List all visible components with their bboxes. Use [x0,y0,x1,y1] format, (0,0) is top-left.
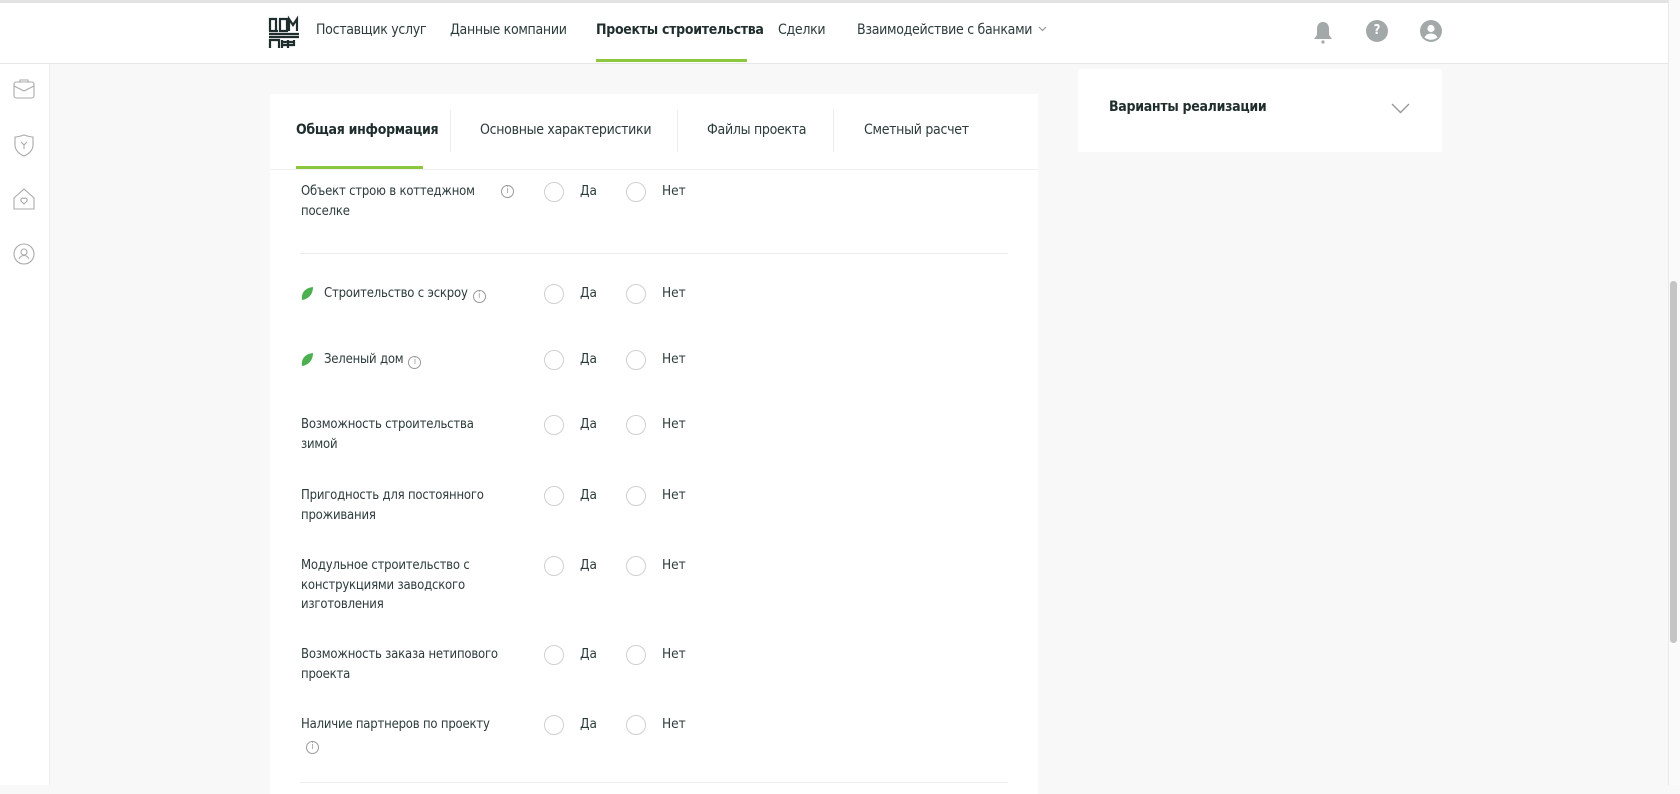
tab-separator [450,110,451,152]
briefcase-icon[interactable] [12,77,36,101]
row-label-text: Строительство с эскроу [324,286,468,301]
radio-no-label[interactable]: Нет [662,416,686,432]
tab-project-files[interactable]: Файлы проекта [707,122,807,138]
nav-bank-interaction-label: Взаимодействие с банками [857,22,1033,38]
radio-no-label[interactable]: Нет [662,557,686,573]
bell-icon[interactable] [1312,20,1334,46]
radio-yes-label[interactable]: Да [580,183,597,199]
radio-no-label[interactable]: Нет [662,716,686,732]
row-label: Возможность строительства зимой [301,415,501,454]
top-header [0,3,1668,64]
tab-main-characteristics[interactable]: Основные характеристики [480,122,652,138]
row-label: Строительство с эскроу i [324,284,524,304]
chevron-down-icon[interactable] [1391,103,1410,114]
row-label: Наличие партнеров по проекту i [301,715,501,754]
left-sidebar [0,64,50,785]
radio-yes-label[interactable]: Да [580,557,597,573]
row-label: Пригодность для постоянного проживания [301,486,501,525]
radio-no[interactable] [626,415,646,435]
radio-no[interactable] [626,284,646,304]
row-label-text: Модульное строительство с конструкциями … [301,558,470,612]
radio-no-label[interactable]: Нет [662,646,686,662]
radio-yes-label[interactable]: Да [580,285,597,301]
help-icon[interactable]: ? [1366,20,1388,42]
row-label: Зеленый дом i [324,350,524,370]
tab-active-indicator [296,166,423,169]
chevron-down-icon [1038,26,1047,32]
radio-no-label[interactable]: Нет [662,487,686,503]
row-label-text: Пригодность для постоянного проживания [301,488,484,523]
row-label-text: Возможность заказа нетипового проекта [301,647,498,682]
row-label: Возможность заказа нетипового проекта [301,645,501,684]
nav-construction-projects[interactable]: Проекты строительства [596,22,764,38]
tabs-divider [270,169,1038,170]
row-label-text: Наличие партнеров по проекту [301,717,490,732]
radio-yes-label[interactable]: Да [580,416,597,432]
implementation-options-title: Варианты реализации [1109,99,1267,115]
radio-yes-label[interactable]: Да [580,351,597,367]
info-icon[interactable]: i [306,740,319,754]
window-top-border [0,0,1680,3]
radio-yes[interactable] [544,415,564,435]
section-divider [300,253,1008,254]
info-icon[interactable]: i [472,290,486,303]
leaf-icon [301,287,313,300]
nav-service-provider[interactable]: Поставщик услуг [316,22,427,38]
radio-yes[interactable] [544,715,564,735]
nav-deals[interactable]: Сделки [778,22,826,38]
shield-emblem-icon[interactable] [12,133,36,157]
profile-circle-icon[interactable] [12,242,36,266]
radio-no[interactable] [626,350,646,370]
radio-yes[interactable] [544,556,564,576]
info-icon[interactable]: i [501,185,514,198]
radio-no[interactable] [626,556,646,576]
scrollbar-thumb[interactable] [1670,281,1677,643]
radio-no[interactable] [626,715,646,735]
row-label: Модульное строительство с конструкциями … [301,556,501,615]
radio-no-label[interactable]: Нет [662,285,686,301]
nav-company-data[interactable]: Данные компании [450,22,567,38]
radio-no[interactable] [626,645,646,665]
row-label-text: Возможность строительства зимой [301,417,474,452]
domrf-logo[interactable] [268,15,300,49]
leaf-icon [301,353,313,366]
radio-no-label[interactable]: Нет [662,351,686,367]
radio-yes[interactable] [544,350,564,370]
radio-yes[interactable] [544,182,564,202]
radio-yes-label[interactable]: Да [580,487,597,503]
implementation-options-panel[interactable] [1078,69,1442,152]
radio-yes[interactable] [544,645,564,665]
user-icon[interactable] [1420,20,1442,42]
row-label: Объект строю в коттеджном поселке [301,182,486,221]
tab-estimate[interactable]: Сметный расчет [864,122,969,138]
section-divider [300,782,1008,783]
radio-no[interactable] [626,486,646,506]
row-label-text: Зеленый дом [324,352,404,367]
radio-yes-label[interactable]: Да [580,716,597,732]
nav-bank-interaction[interactable]: Взаимодействие с банками [857,22,1047,38]
radio-no-label[interactable]: Нет [662,183,686,199]
info-icon[interactable]: i [408,356,422,369]
radio-no[interactable] [626,182,646,202]
nav-active-indicator [596,59,747,62]
radio-yes[interactable] [544,486,564,506]
tab-general-info[interactable]: Общая информация [296,122,439,138]
project-form-card [270,94,1038,794]
radio-yes-label[interactable]: Да [580,646,597,662]
row-label-text: Объект строю в коттеджном поселке [301,184,475,219]
tab-separator [677,110,678,152]
tab-separator [833,110,834,152]
house-heart-icon[interactable] [12,187,36,211]
radio-yes[interactable] [544,284,564,304]
